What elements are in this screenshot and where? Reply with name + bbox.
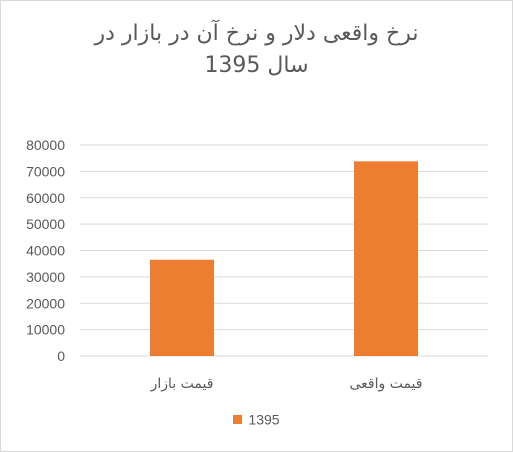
y-tick-label: 40000: [26, 243, 65, 259]
bar-0: [150, 259, 214, 356]
x-tick-label: قیمت بازار: [150, 376, 214, 392]
legend-swatch: [233, 414, 243, 424]
chart-title: نرخ واقعی دلار و نرخ آن در بازار در سال …: [0, 18, 513, 82]
y-tick-label: 70000: [26, 163, 65, 179]
x-tick-label: قیمت واقعی: [350, 376, 423, 392]
chart-title-line-2: سال 1395: [204, 53, 309, 78]
bar-1: [354, 161, 418, 356]
y-tick-label: 10000: [26, 322, 65, 338]
legend: 1395: [0, 410, 513, 427]
chart-title-line-1: نرخ واقعی دلار و نرخ آن در بازار در: [94, 21, 419, 46]
y-tick-label: 60000: [26, 190, 65, 206]
y-tick-label: 30000: [26, 269, 65, 285]
y-tick-label: 50000: [26, 216, 65, 232]
y-tick-label: 0: [57, 348, 65, 364]
y-tick-label: 20000: [26, 295, 65, 311]
y-tick-label: 80000: [26, 137, 65, 153]
legend-label: 1395: [248, 411, 280, 428]
